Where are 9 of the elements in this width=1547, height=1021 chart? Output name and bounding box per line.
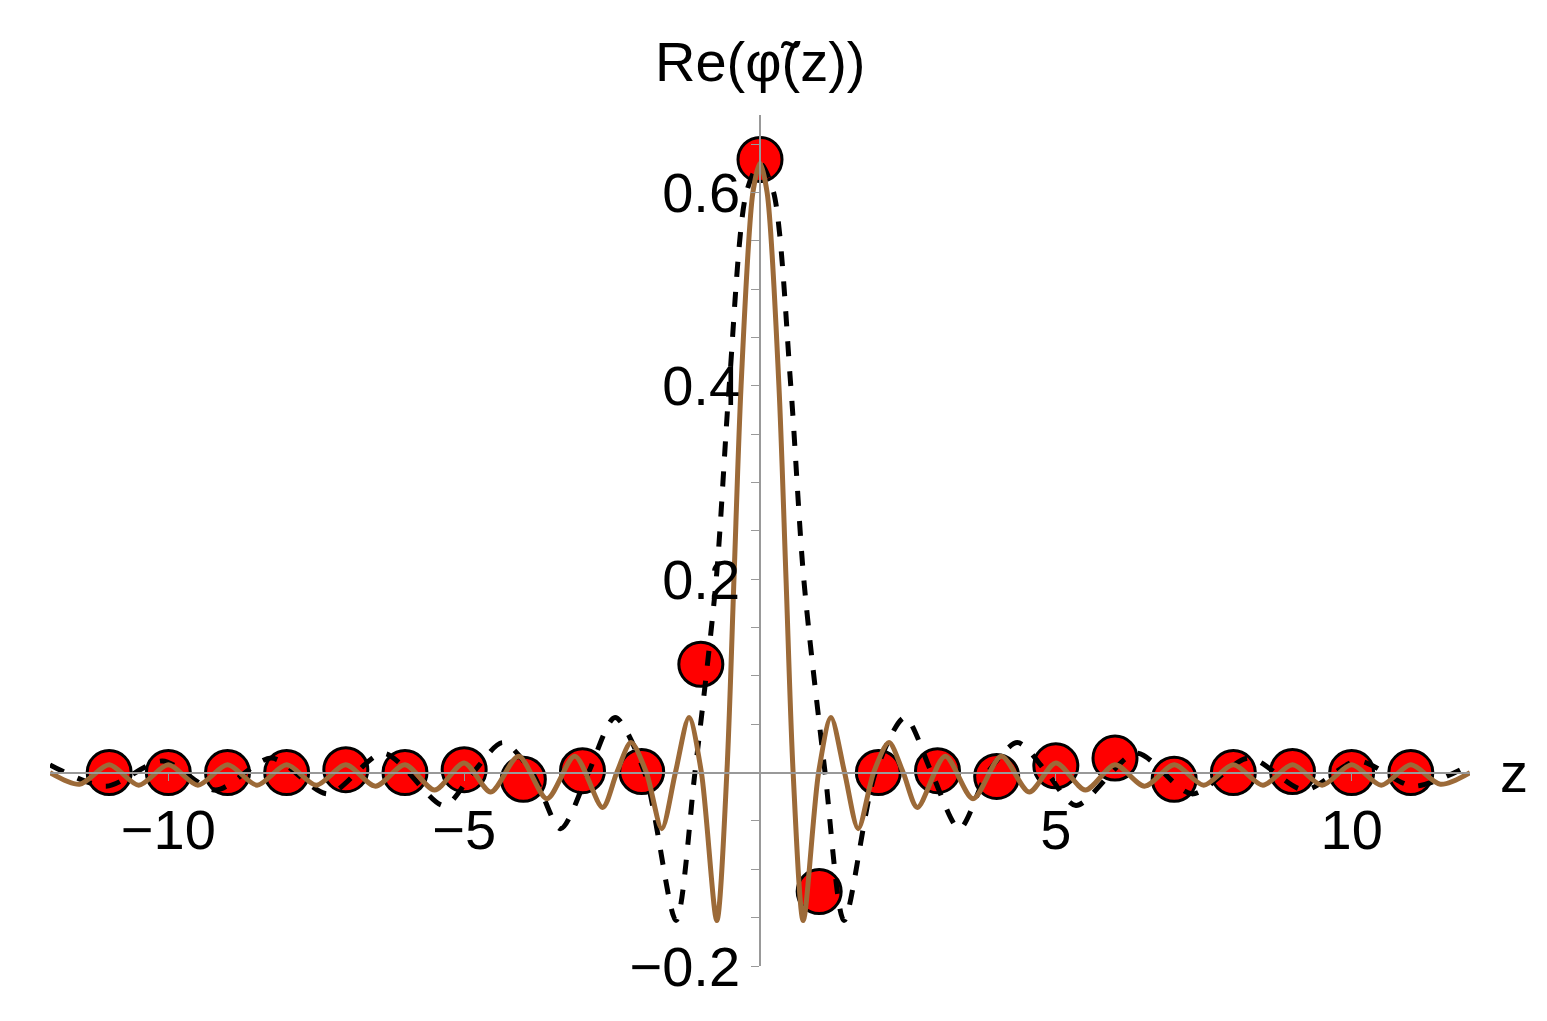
x-tick-label: 5: [1040, 797, 1072, 861]
x-tick-label: −10: [120, 797, 216, 861]
point: [677, 640, 725, 688]
y-axis-title: Re(φ̃(z)): [655, 30, 866, 93]
y-tick-label: −0.2: [629, 934, 741, 998]
x-tick-label: −5: [432, 797, 497, 861]
y-tick-label: 0.6: [662, 160, 741, 224]
x-axis-title: z: [1500, 741, 1528, 804]
x-tick-label: 10: [1320, 797, 1383, 861]
